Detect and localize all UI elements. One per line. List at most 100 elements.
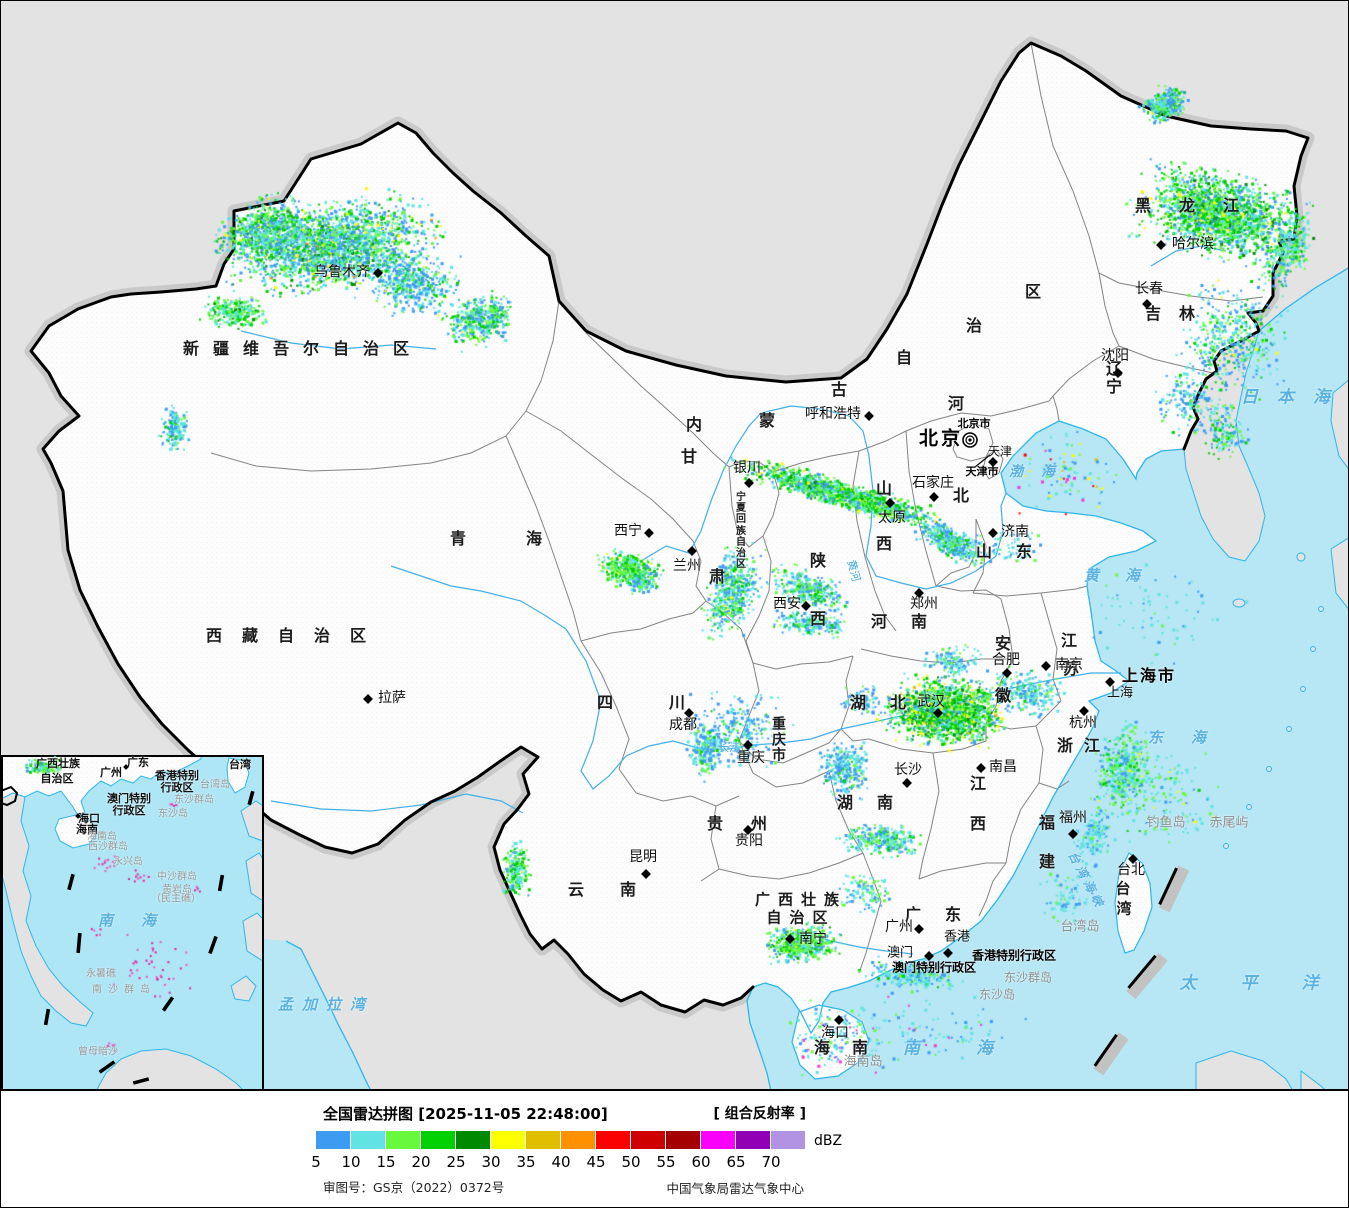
city-marker	[687, 546, 697, 556]
map-label-cityb: 天津市	[965, 464, 999, 478]
map-label-city: 台北	[1117, 862, 1145, 879]
map-label-cityb: 北京	[918, 427, 964, 450]
map-label-sea: 渤海	[1009, 464, 1073, 481]
map-label-ib: 台湾	[229, 757, 251, 771]
city-marker	[864, 411, 874, 421]
colorbar-tick: 55	[656, 1153, 676, 1171]
map-label-cityb: 澳门特别行政区	[891, 960, 977, 975]
map-label-ib: 广东	[127, 755, 149, 769]
map-label-prov: 重 庆 市	[772, 716, 786, 764]
map-label-prov: 湖北	[849, 693, 931, 713]
colorbar-cell	[631, 1131, 666, 1149]
map-label-city: 银川	[733, 460, 761, 477]
map-label-prov: 云南	[567, 880, 673, 900]
map-label-prov: 辽 宁	[1105, 359, 1123, 396]
map-label-prov: 西	[809, 609, 827, 629]
map-label-gray: 东沙岛	[978, 987, 1016, 1002]
map-label-city: 天津	[987, 444, 1013, 459]
map-label-prov: 贵州	[706, 814, 796, 834]
map-label-prov: 广西壮族	[754, 890, 848, 909]
map-label-prov: 广东	[904, 905, 986, 925]
map-label-sea: 台湾海峡	[1065, 849, 1108, 913]
map-label-city: 南京	[1055, 657, 1083, 674]
map-label-sea: 太平洋	[1179, 973, 1349, 994]
map-label-prov: 内	[685, 415, 703, 435]
map-label-city: 石家庄	[912, 475, 954, 492]
map-label-city: 昆明	[629, 849, 657, 866]
map-label-ig: 黄岩岛	[162, 884, 192, 896]
map-label-prov: 苏	[1062, 659, 1080, 679]
map-label-prov: 宁 夏 回 族 自 治 区	[736, 491, 746, 570]
map-label-cityb: 上海市	[1121, 666, 1177, 686]
map-label-prov: 治	[965, 316, 983, 336]
map-label-prov: 徽	[994, 686, 1012, 706]
map-labels-layer: 新疆维吾尔自治区 西藏自治区 青海甘肃内蒙古自治区黑龙江 吉林辽 宁河北山西山东 河南陕…	[1, 1, 1349, 1091]
colorbar-tick: 50	[621, 1153, 641, 1171]
colorbar-cell	[351, 1131, 386, 1149]
map-label-gray: 钓鱼岛	[1146, 815, 1186, 831]
city-marker	[644, 528, 654, 538]
map-label-prov: 四川	[596, 693, 742, 713]
map-label-city: 兰州	[673, 558, 701, 575]
map-label-prov: 建	[1038, 852, 1056, 872]
map-label-city: 南昌	[989, 759, 1017, 776]
map-label-prov: 陕	[809, 551, 827, 571]
map-label-prov: 江	[969, 774, 987, 794]
map-label-prov: 新疆维吾尔自治区	[182, 339, 424, 359]
map-label-gray: 东沙群岛	[1003, 970, 1053, 985]
map-label-riv: 长江	[718, 740, 740, 754]
city-marker	[914, 924, 924, 934]
china-radar-map[interactable]: 新疆维吾尔自治区 西藏自治区 青海甘肃内蒙古自治区黑龙江 吉林辽 宁河北山西山东 河南陕…	[1, 1, 1349, 1091]
colorbar-cell	[421, 1131, 456, 1149]
map-label-city: 济南	[1001, 524, 1029, 541]
map-label-prov: 河	[947, 394, 965, 414]
map-label-gray: 台湾岛	[1060, 919, 1100, 935]
map-label-ib: 广州	[100, 765, 122, 779]
map-label-is: 南海	[97, 911, 185, 930]
map-label-ig: 东沙岛	[158, 808, 188, 820]
map-label-ib: 广西壮族	[36, 756, 80, 770]
map-label-riv: 黄河	[844, 558, 863, 584]
colorbar-cell	[561, 1131, 596, 1149]
city-marker	[976, 763, 986, 773]
city-marker	[902, 778, 912, 788]
map-label-ig: 南沙群岛	[92, 984, 156, 996]
map-label-city: 西宁	[614, 523, 642, 540]
map-label-city: 香港	[943, 929, 971, 945]
colorbar-cell	[386, 1131, 421, 1149]
map-label-cityb: 北京市	[957, 416, 991, 430]
colorbar-cell	[701, 1131, 736, 1149]
city-marker	[834, 1015, 844, 1025]
map-label-city: 海口	[821, 1025, 849, 1042]
map-label-prov: 黑龙江	[1134, 196, 1268, 216]
colorbar-tick: 25	[446, 1153, 466, 1171]
city-marker	[641, 869, 651, 879]
map-label-city: 武汉	[917, 694, 945, 711]
colorbar-cell	[736, 1131, 771, 1149]
review-number: 审图号：GS京（2022）0372号	[323, 1180, 505, 1195]
map-label-city: 福州	[1059, 810, 1087, 827]
product-label: [ 组合反射率 ]	[713, 1106, 806, 1122]
colorbar-cell	[316, 1131, 351, 1149]
map-label-ib: 行政区	[112, 803, 146, 817]
map-label-prov: 西	[875, 534, 893, 554]
map-label-ig: 台湾岛	[200, 779, 230, 791]
map-label-ib: 行政区	[160, 780, 194, 794]
map-label-city: 呼和浩特	[805, 406, 861, 423]
map-label-ib: 澳门特别	[107, 791, 151, 805]
colorbar-cell	[666, 1131, 701, 1149]
map-label-prov: 肃	[708, 567, 726, 587]
map-label-prov: 自	[895, 348, 913, 368]
colorbar-ticks: 5 10 15 20 25 30 35 40 45 50 55 60 65 70	[1, 1153, 1348, 1173]
map-label-city: 拉萨	[378, 690, 406, 707]
city-marker	[988, 528, 998, 538]
map-label-city: 长春	[1135, 281, 1163, 298]
map-label-prov: 安	[994, 634, 1012, 654]
colorbar-tick: 65	[726, 1153, 746, 1171]
city-marker	[785, 934, 795, 944]
map-label-sea: 孟加拉湾	[277, 995, 375, 1014]
city-marker	[743, 740, 753, 750]
map-label-prov: 山	[875, 479, 893, 499]
map-label-prov: 西藏自治区	[205, 626, 387, 646]
